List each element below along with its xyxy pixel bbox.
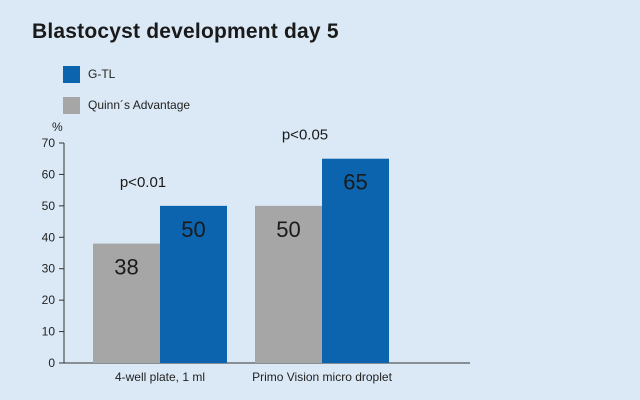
bar xyxy=(255,205,322,363)
legend-label-gtl: G-TL xyxy=(88,67,116,81)
bar-data-label: 50 xyxy=(181,217,205,242)
y-axis-unit: % xyxy=(52,120,63,134)
y-tick-label: 50 xyxy=(42,199,56,213)
legend-label-quinns: Quinn´s Advantage xyxy=(88,98,191,112)
significance-annotation: p<0.01 xyxy=(120,174,166,191)
bar xyxy=(160,205,227,363)
bar xyxy=(322,158,389,363)
y-tick-label: 70 xyxy=(42,136,56,150)
significance-annotation: p<0.05 xyxy=(282,127,328,144)
legend-swatch-quinns xyxy=(63,96,80,114)
y-tick-label: 40 xyxy=(42,230,56,244)
bar-data-label: 50 xyxy=(276,217,300,242)
bar xyxy=(93,243,160,363)
x-category-label: Primo Vision micro droplet xyxy=(252,370,392,384)
legend-item-quinns: Quinn´s Advantage xyxy=(63,95,190,115)
bar-data-label: 65 xyxy=(343,170,367,195)
y-tick-label: 10 xyxy=(42,325,56,339)
chart-title: Blastocyst development day 5 xyxy=(32,20,339,43)
bar-data-label: 38 xyxy=(114,255,138,280)
legend-swatch-gtl xyxy=(63,65,80,83)
y-tick-label: 0 xyxy=(48,356,55,370)
y-tick-label: 20 xyxy=(42,293,56,307)
y-tick-label: 30 xyxy=(42,262,56,276)
x-category-label: 4-well plate, 1 ml xyxy=(115,370,205,384)
y-tick-label: 60 xyxy=(42,167,56,181)
legend-item-gtl: G-TL xyxy=(63,64,115,84)
